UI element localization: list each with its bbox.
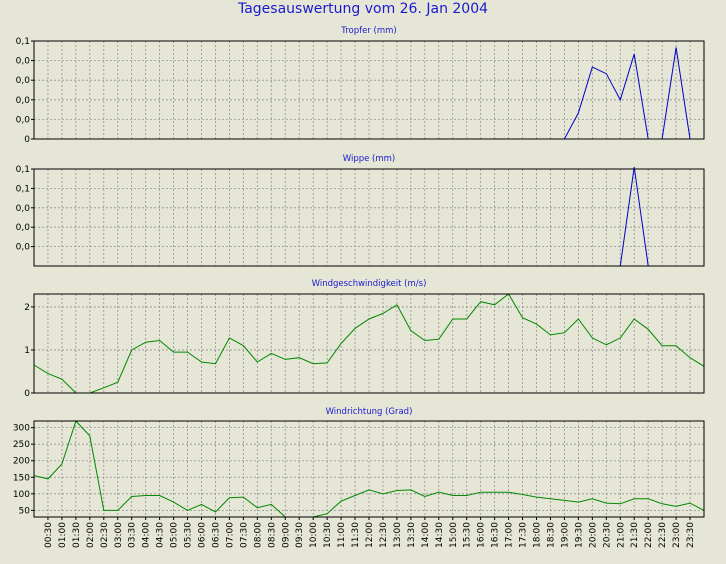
plot-frame [33,293,705,394]
x-tick-label: 19:00 [560,522,570,548]
plot-frame [33,40,705,140]
x-tick-label: 09:30 [295,522,305,548]
x-tick-label: 17:30 [519,522,529,548]
x-tick-label: 14:30 [435,522,445,548]
x-tick-label: 02:30 [100,522,110,548]
x-tick-label: 03:30 [128,522,138,548]
panel-title: Tropfer (mm) [340,26,396,36]
y-tick-label: 0,1 [16,165,30,175]
x-tick-label: 07:30 [239,522,249,548]
y-tick-label: 150 [13,473,30,483]
page-title: Tagesauswertung vom 26. Jan 2004 [237,1,489,17]
x-tick-label: 18:30 [546,522,556,548]
x-tick-label: 08:30 [267,522,277,548]
y-tick-label: 0,0 [16,96,31,106]
panel-title: Windrichtung (Grad) [326,407,413,417]
x-tick-label: 19:30 [574,522,584,548]
x-tick-label: 10:30 [323,522,333,548]
y-tick-label: 2 [24,303,30,313]
series-line [33,420,705,518]
x-tick-label: 23:30 [686,522,696,548]
y-tick-label: 0,0 [16,76,31,86]
x-tick-label: 11:00 [337,522,347,548]
y-tick-label: 0 [24,389,30,399]
x-tick-label: 01:00 [58,522,68,548]
x-tick-label: 10:00 [309,522,319,548]
y-tick-label: 50 [19,506,31,516]
x-tick-label: 18:00 [533,522,543,548]
y-tick-label: 0,0 [16,243,31,253]
x-tick-label: 08:00 [253,522,263,548]
x-tick-label: 17:00 [505,522,515,548]
x-tick-label: 22:30 [658,522,668,548]
x-tick-label: 06:30 [211,522,221,548]
x-tick-label: 16:00 [477,522,487,548]
y-tick-label: 300 [13,424,30,434]
x-tick-label: 15:00 [449,522,459,548]
x-tick-label: 09:00 [281,522,291,548]
y-tick-label: 100 [13,490,30,500]
x-tick-label: 21:30 [630,522,640,548]
y-tick-label: 0,1 [16,184,30,194]
x-tick-label: 14:00 [421,522,431,548]
y-tick-label: 0,0 [16,115,31,125]
y-tick-label: 0,0 [16,204,31,214]
x-tick-label: 13:00 [393,522,403,548]
plot-frame [33,168,705,267]
x-tick-label: 12:30 [379,522,389,548]
x-tick-label: 15:30 [463,522,473,548]
x-tick-label: 20:30 [602,522,612,548]
series-line [33,293,705,394]
y-tick-label: 0 [24,135,30,145]
x-tick-label: 13:30 [407,522,417,548]
x-tick-label: 16:30 [491,522,501,548]
x-tick-label: 21:00 [616,522,626,548]
y-tick-label: 0,0 [16,223,31,233]
x-tick-label: 04:30 [156,522,166,548]
x-tick-label: 05:30 [184,522,194,548]
x-tick-label: 02:00 [86,522,96,548]
x-tick-label: 04:00 [142,522,152,548]
x-tick-label: 05:00 [170,522,180,548]
x-tick-label: 00:30 [44,522,54,548]
y-tick-label: 1 [24,346,30,356]
x-tick-label: 22:00 [644,522,654,548]
x-tick-label: 20:00 [588,522,598,548]
x-tick-label: 23:00 [672,522,682,548]
y-tick-label: 0,0 [16,57,31,67]
y-tick-label: 250 [13,440,30,450]
x-tick-label: 01:30 [72,522,82,548]
x-tick-label: 11:30 [351,522,361,548]
x-tick-label: 07:00 [225,522,235,548]
y-tick-label: 0,1 [16,37,30,47]
x-tick-label: 12:00 [365,522,375,548]
x-tick-label: 03:00 [114,522,124,548]
y-tick-label: 200 [13,457,30,467]
panel-title: Wippe (mm) [343,154,396,164]
x-tick-label: 06:00 [198,522,208,548]
panel-title: Windgeschwindigkeit (m/s) [312,279,427,289]
